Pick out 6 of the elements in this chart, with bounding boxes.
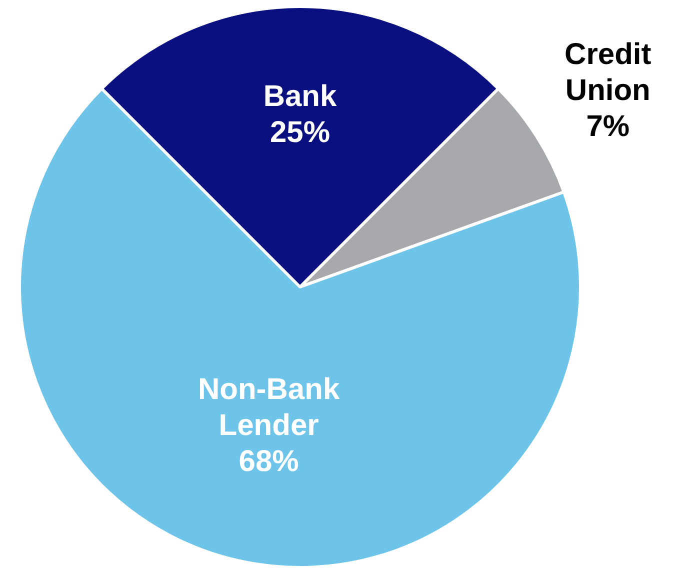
data-label: 7% bbox=[586, 110, 630, 143]
data-label: 25% bbox=[270, 116, 330, 150]
slice-label: Credit Union bbox=[564, 38, 652, 107]
slice-label: Bank bbox=[263, 80, 337, 114]
slice-label: Non-Bank Lender bbox=[198, 372, 340, 442]
data-label: 68% bbox=[238, 444, 299, 478]
